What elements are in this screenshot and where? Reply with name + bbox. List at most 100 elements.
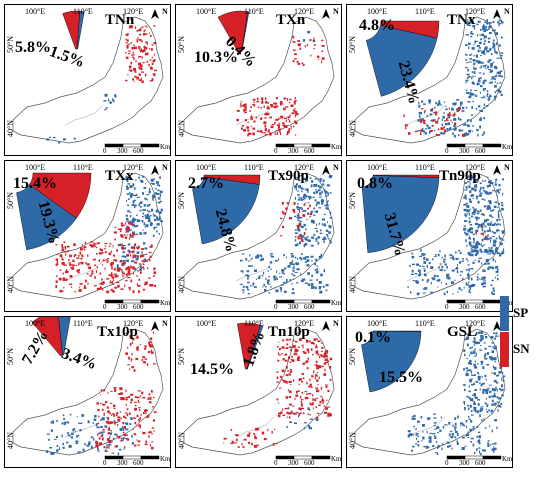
lat-tick: 50°N [348,36,357,53]
scale-bar [104,299,160,304]
significance-pixels [407,331,506,456]
wedge-sp [246,324,264,370]
north-arrow-icon [493,321,501,331]
scale-value: 600 [133,303,144,311]
wedge-sp [192,176,260,245]
map-drawing [12,165,164,304]
north-label: N [333,163,339,172]
lon-tick: 100°E [367,7,388,16]
scale-value: 600 [304,459,315,467]
scale-value: 600 [133,147,144,155]
lon-tick: 100°E [25,7,46,16]
significance-pixels [407,175,505,296]
lon-tick: 120°E [123,163,144,172]
wedge-sp [365,25,438,97]
north-label: N [162,319,168,328]
scale-value: 300 [288,303,299,311]
north-label: N [333,319,339,328]
legend-label-sn: SN [513,341,530,356]
north-label: N [162,7,168,16]
lon-tick: 120°E [465,7,486,16]
sp-percent: 15.5% [379,369,423,386]
lon-tick: 100°E [367,163,388,172]
map-drawing [12,9,164,148]
sn-percent: 15.4% [13,175,57,192]
panel-title: TNn [105,12,135,28]
scale-value: 600 [133,459,144,467]
map-drawing [354,321,506,460]
wedge-sn [62,10,81,50]
panel-title: GSL [447,324,478,340]
scale-unit: Km [331,455,342,463]
map-drawing [354,165,506,304]
lon-tick: 110°E [73,319,93,328]
scale-value: 0 [103,147,107,155]
legend: SP SN [500,296,550,376]
scale-unit: Km [331,299,342,307]
lat-tick: 50°N [177,348,186,365]
region-outline [183,16,335,144]
sn-percent: 10.3% [194,49,238,66]
lon-tick: 110°E [415,163,435,172]
scale-value: 0 [274,147,278,155]
legend-swatch-sp [500,296,509,331]
scale-value: 0 [445,459,449,467]
scale-value: 300 [117,459,128,467]
north-arrow-icon [322,9,330,19]
scale-value: 0 [445,303,449,311]
scale-unit: Km [160,299,171,307]
panel-title: Tx10p [97,324,138,340]
lat-tick: 40°N [177,276,186,293]
sn-percent: 5.8% [15,39,51,56]
lon-tick: 100°E [25,319,46,328]
region-outline [12,172,164,300]
map-drawing [354,9,506,148]
scale-value: 0 [103,459,107,467]
north-arrow-icon [493,165,501,175]
scale-value: 600 [475,147,486,155]
north-label: N [162,163,168,172]
map-drawing [183,9,335,148]
north-label: N [504,7,510,16]
lon-tick: 100°E [196,319,217,328]
scale-unit: Km [502,143,513,151]
lon-tick: 120°E [123,319,144,328]
map-panel: 100°E 110°E 120°E 50°N 40°N N 0 300 600 Km Tx10p 7.… [4,316,171,468]
scale-bar [275,143,331,148]
north-arrow-icon [151,165,159,175]
lat-tick: 40°N [348,120,357,137]
lon-tick: 110°E [415,7,435,16]
sn-percent: 2.7% [188,175,224,192]
scale-value: 300 [459,303,470,311]
scale-value: 300 [459,147,470,155]
scale-bar [104,455,160,460]
legend-swatch-sn [500,332,509,367]
significance-pixels [239,175,333,295]
scale-unit: Km [502,455,513,463]
scale-value: 0 [103,303,107,311]
sn-percent: 4.8% [359,17,395,34]
north-arrow-icon [493,9,501,19]
lon-tick: 110°E [73,7,93,16]
north-arrow-icon [151,321,159,331]
map-panel: 100°E 110°E 120°E 50°N 40°N N 0 300 600 Km TXx 15.4… [4,160,171,312]
lat-tick: 40°N [177,120,186,137]
panel-title: TXn [276,12,306,28]
lat-tick: 50°N [6,36,15,53]
scale-bar [446,299,502,304]
lat-tick: 40°N [6,120,15,137]
wedge-sp [241,11,250,52]
panel-title: TNx [447,12,476,28]
significance-pixels [223,338,333,448]
scale-value: 0 [274,303,278,311]
scale-value: 0 [274,459,278,467]
wedge-sp [361,330,422,393]
scale-bar [104,143,160,148]
wedge-sp [58,317,71,356]
lon-tick: 110°E [244,7,264,16]
scale-bar [446,455,502,460]
lon-tick: 110°E [415,319,435,328]
lon-tick: 100°E [367,319,388,328]
lon-tick: 120°E [465,163,486,172]
map-panel: 100°E110°E120°E50°N40°NN0300600KmTn90p0.… [346,160,513,312]
